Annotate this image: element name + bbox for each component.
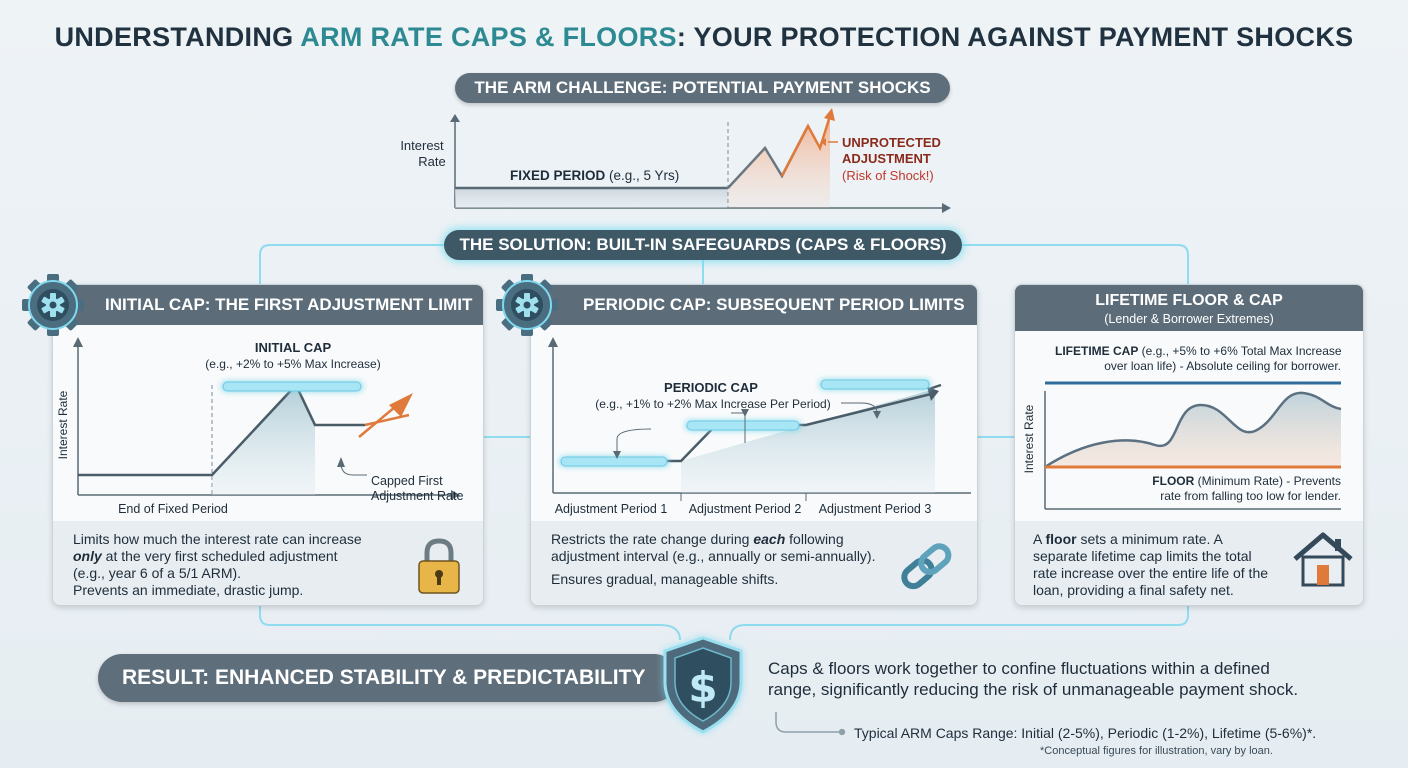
- lifetime-area: [1045, 392, 1341, 467]
- lifetime-floor-label: FLOOR (Minimum Rate) - Prevents: [1152, 474, 1341, 488]
- title-accent: ARM RATE CAPS & FLOORS: [300, 22, 677, 52]
- unprotected-pointer-head: [820, 138, 826, 146]
- challenge-axis-label-2: Rate: [418, 154, 445, 169]
- solution-label: THE SOLUTION: BUILT-IN SAFEGUARDS (CAPS …: [444, 230, 962, 260]
- initial-arrow-head: [389, 393, 413, 417]
- shock-area: [728, 118, 830, 208]
- periodic-cap-title: PERIODIC CAP: SUBSEQUENT PERIOD LIMITS: [531, 285, 977, 325]
- result-label: RESULT: ENHANCED STABILITY & PREDICTABIL…: [98, 654, 678, 702]
- initial-cap-example: (e.g., +2% to +5% Max Increase): [205, 357, 380, 371]
- lifetime-cap-label-2: over loan life) - Absolute ceiling for b…: [1104, 359, 1341, 373]
- capped-label-2: Adjustment Rate: [371, 489, 463, 503]
- lifetime-panel: LIFETIME FLOOR & CAP (Lender & Borrower …: [1014, 284, 1364, 606]
- shield-dollar-icon: $: [663, 636, 743, 734]
- lifetime-y-axis-label: Interest Rate: [1022, 404, 1036, 473]
- initial-cap-panel: INITIAL CAP: THE FIRST ADJUSTMENT LIMIT …: [52, 284, 484, 606]
- initial-after-line-2: [358, 406, 396, 438]
- periodic-arrow-tip: [928, 383, 942, 391]
- periodic-pointer-2-head: [741, 409, 749, 417]
- unprotected-label-1: UNPROTECTED: [842, 135, 941, 150]
- initial-y-arrow: [73, 337, 83, 347]
- initial-desc-d: Prevents an immediate, drastic jump.: [73, 582, 304, 598]
- periodic-cap-description: Restricts the rate change during each fo…: [531, 521, 977, 605]
- initial-desc-b: only at the very first scheduled adjustm…: [73, 548, 338, 564]
- periodic-cap-example: (e.g., +1% to +2% Max Increase Per Perio…: [595, 397, 830, 411]
- periodic-pointer-1-head: [613, 451, 621, 459]
- unprotected-label-3: (Risk of Shock!): [842, 168, 934, 183]
- svg-text:$: $: [688, 663, 717, 712]
- lifetime-rate-line: [1044, 391, 1342, 469]
- periodic-desc-a: Restricts the rate change during each fo…: [551, 531, 844, 547]
- initial-x-label: End of Fixed Period: [118, 502, 228, 516]
- title-part-2: : YOUR PROTECTION AGAINST PAYMENT SHOCKS: [676, 22, 1354, 52]
- periodic-area: [681, 389, 935, 493]
- gear-icon: [22, 274, 84, 336]
- periodic-pointer-1: [616, 428, 652, 455]
- initial-cap-description: Limits how much the interest rate can in…: [53, 521, 483, 605]
- capped-label-1: Capped First: [371, 474, 443, 488]
- periodic-pointer-2: [731, 412, 746, 418]
- typical-ranges: Typical ARM Caps Range: Initial (2-5%), …: [854, 725, 1317, 741]
- gear-icon: [496, 274, 558, 336]
- lifetime-chart: Interest Rate LIFETIME CAP (e.g., +5% to…: [1022, 344, 1342, 510]
- footnote: *Conceptual figures for illustration, va…: [1040, 745, 1273, 757]
- house-icon: [1293, 532, 1353, 587]
- challenge-chart: Interest Rate FIXED PERIOD (e.g., 5 Yrs)…: [400, 108, 951, 213]
- challenge-y-arrow: [450, 114, 460, 122]
- fixed-period-label: FIXED PERIOD (e.g., 5 Yrs): [510, 168, 679, 183]
- periodic-arrow-head: [927, 387, 939, 401]
- page-title: UNDERSTANDING ARM RATE CAPS & FLOORS: YO…: [0, 22, 1408, 53]
- initial-y-axis-label: Interest Rate: [56, 390, 70, 459]
- lifetime-floor-label-2: rate from falling too low for lender.: [1160, 489, 1341, 503]
- initial-area: [212, 385, 315, 495]
- lifetime-subtitle: (Lender & Borrower Extremes): [1104, 312, 1274, 326]
- initial-desc-c: (e.g., year 6 of a 5/1 ARM).: [73, 565, 242, 581]
- initial-cap-bar: [222, 381, 362, 392]
- chain-link-icon: [901, 543, 952, 590]
- shock-arrow-head: [824, 108, 835, 121]
- challenge-label: THE ARM CHALLENGE: POTENTIAL PAYMENT SHO…: [455, 73, 950, 103]
- challenge-axis-label-1: Interest: [400, 138, 444, 153]
- lifetime-desc-a: A floor sets a minimum rate. A: [1033, 531, 1223, 547]
- lifetime-desc-b: separate lifetime cap limits the total: [1033, 548, 1252, 564]
- result-text-line-1: Caps & floors work together to confine f…: [768, 659, 1270, 678]
- periodic-desc-b: adjustment interval (e.g., annually or s…: [551, 548, 876, 564]
- periodic-cap-panel: PERIODIC CAP: SUBSEQUENT PERIOD LIMITS: [530, 284, 978, 606]
- periodic-desc-c: Ensures gradual, manageable shifts.: [551, 571, 779, 587]
- period2-label: Adjustment Period 2: [689, 502, 802, 516]
- shock-line-orange: [780, 115, 832, 177]
- unprotected-label-2: ADJUSTMENT: [842, 151, 931, 166]
- initial-cap-chart: Interest Rate INITIAL CAP (e.g., +2% to …: [56, 337, 463, 516]
- initial-desc-a: Limits how much the interest rate can in…: [73, 531, 362, 547]
- title-part-1: UNDERSTANDING: [54, 22, 301, 52]
- period3-label: Adjustment Period 3: [819, 502, 932, 516]
- period1-bar: [560, 456, 668, 467]
- lifetime-cap-label: LIFETIME CAP (e.g., +5% to +6% Total Max…: [1055, 344, 1342, 358]
- initial-rate-line: [78, 382, 365, 477]
- periodic-pointer-3-head: [873, 411, 881, 419]
- period3-bar: [820, 379, 930, 390]
- period2-bar: [686, 420, 800, 431]
- periodic-cap-chart: PERIODIC CAP (e.g., +1% to +2% Max Incre…: [548, 337, 971, 516]
- challenge-x-arrow: [942, 203, 951, 213]
- initial-after-line: [364, 413, 410, 427]
- lifetime-title: LIFETIME FLOOR & CAP: [1095, 292, 1283, 309]
- initial-cap-title: INITIAL CAP: THE FIRST ADJUSTMENT LIMIT: [53, 285, 483, 325]
- capped-pointer: [340, 462, 367, 476]
- lifetime-desc-d: loan, providing a final safety net.: [1033, 582, 1234, 598]
- capped-pointer-head: [337, 457, 345, 467]
- result-text: Caps & floors work together to confine f…: [768, 658, 1368, 700]
- initial-x-arrow: [451, 490, 460, 500]
- periodic-cap-label: PERIODIC CAP: [664, 380, 758, 395]
- initial-cap-label: INITIAL CAP: [255, 340, 332, 355]
- lifetime-desc-c: rate increase over the entire life of th…: [1033, 565, 1269, 581]
- periodic-y-arrow: [548, 337, 558, 347]
- period1-label: Adjustment Period 1: [555, 502, 668, 516]
- result-text-line-2: range, significantly reducing the risk o…: [768, 680, 1299, 699]
- lifetime-header: LIFETIME FLOOR & CAP (Lender & Borrower …: [1015, 285, 1363, 331]
- lock-icon: [418, 538, 460, 594]
- fixed-period-area: [455, 188, 728, 208]
